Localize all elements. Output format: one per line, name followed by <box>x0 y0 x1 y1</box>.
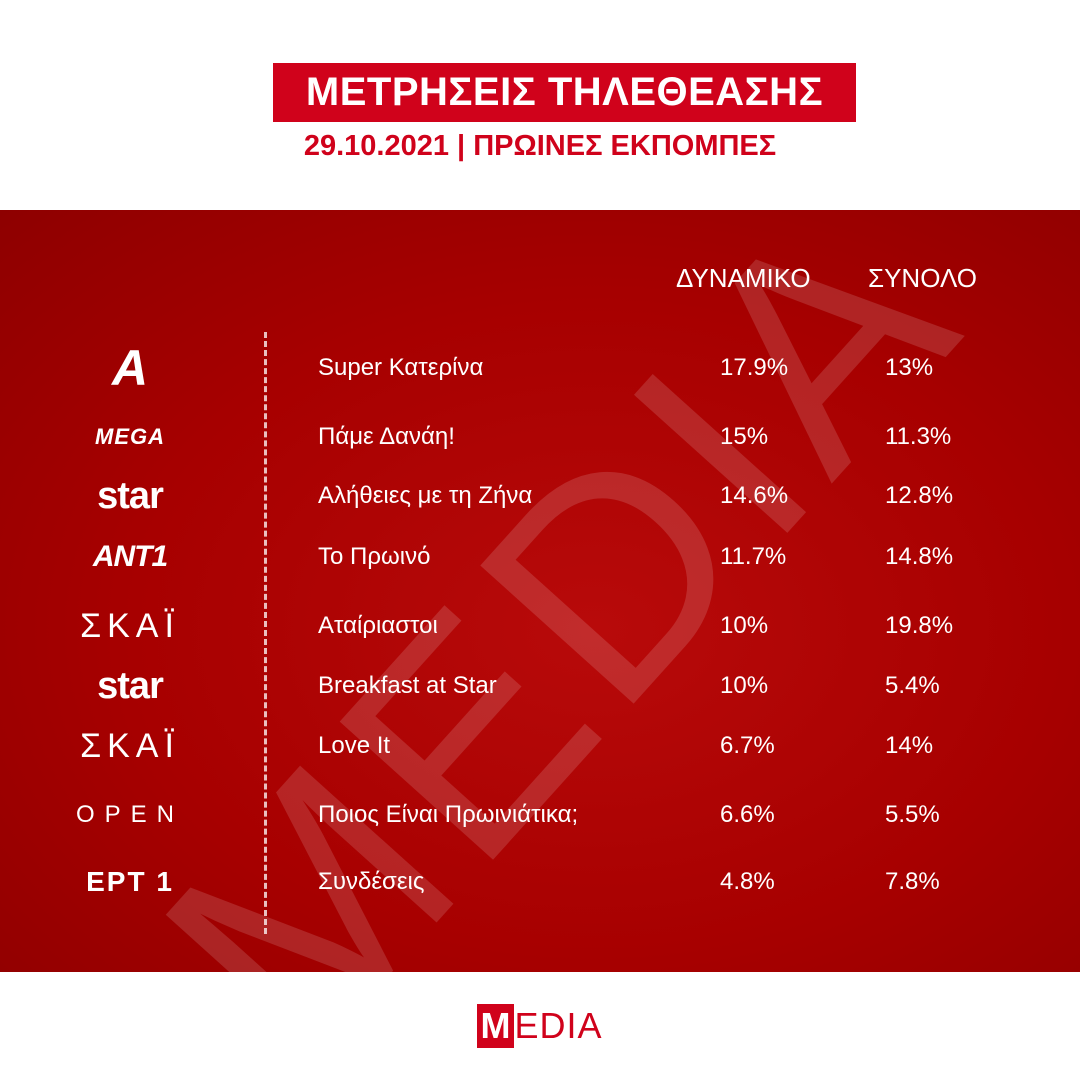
table-row: ΣΚΑΪ Love It 6.7% 14% <box>0 726 1080 766</box>
media-logo-text: EDIA <box>514 1005 603 1046</box>
total-value: 19.8% <box>885 612 954 639</box>
dynamic-value: 11.7% <box>720 543 787 570</box>
show-name: Super Κατερίνα <box>318 354 484 381</box>
show-name: Αταίριαστοι <box>318 612 438 639</box>
table-row: star Αλήθειες με τη Ζήνα 14.6% 12.8% <box>0 476 1080 516</box>
dashed-divider <box>264 332 267 934</box>
skai-logo-icon: ΣΚΑΪ <box>80 727 180 765</box>
table-row: ΕΡΤ 1 Συνδέσεις 4.8% 7.8% <box>0 862 1080 902</box>
total-value: 11.3% <box>885 423 952 450</box>
footer: MEDIA <box>0 972 1080 1080</box>
dynamic-value: 17.9% <box>720 354 789 381</box>
show-name: Ποιος Είναι Πρωινιάτικα; <box>318 801 579 828</box>
skai-logo-icon: ΣΚΑΪ <box>80 607 180 645</box>
page-subtitle: 29.10.2021 | ΠΡΩΙΝΕΣ ΕΚΠΟΜΠΕΣ <box>303 130 777 162</box>
total-value: 5.4% <box>885 672 940 699</box>
table-row: ANT1 Το Πρωινό 11.7% 14.8% <box>0 537 1080 577</box>
star-logo-icon: star <box>97 475 164 517</box>
show-name: Συνδέσεις <box>318 868 425 895</box>
total-value: 12.8% <box>885 482 954 509</box>
table-row: star Breakfast at Star 10% 5.4% <box>0 666 1080 706</box>
total-value: 13% <box>885 354 934 381</box>
dynamic-value: 14.6% <box>720 482 789 509</box>
page-title: ΜΕΤΡΗΣΕΙΣ ΤΗΛΕΘΕΑΣΗΣ <box>273 63 856 122</box>
column-header-dynamic: ΔΥΝΑΜΙΚΟ <box>676 263 811 293</box>
dynamic-value: 15% <box>720 423 769 450</box>
show-name: Πάμε Δανάη! <box>318 423 455 450</box>
media-logo: MEDIA <box>0 1002 1080 1050</box>
show-name: Το Πρωινό <box>318 543 431 570</box>
dynamic-value: 10% <box>720 672 769 699</box>
alpha-logo-icon: Α <box>111 340 149 396</box>
total-value: 5.5% <box>885 801 940 828</box>
table-row: Α Super Κατερίνα 17.9% 13% <box>0 340 1080 396</box>
open-logo-icon: OPEN <box>75 801 184 828</box>
total-value: 7.8% <box>885 868 940 895</box>
ratings-panel: MEDIA ΔΥΝΑΜΙΚΟ ΣΥΝΟΛΟ Α Super Κατερίνα 1… <box>0 210 1080 972</box>
table-row: ΣΚΑΪ Αταίριαστοι 10% 19.8% <box>0 606 1080 646</box>
table-row: OPEN Ποιος Είναι Πρωινιάτικα; 6.6% 5.5% <box>0 795 1080 835</box>
show-name: Breakfast at Star <box>318 672 497 699</box>
media-logo-mark: M <box>477 1004 515 1048</box>
dynamic-value: 10% <box>720 612 769 639</box>
total-value: 14% <box>885 732 934 759</box>
table-row: MEGA Πάμε Δανάη! 15% 11.3% <box>0 417 1080 457</box>
watermark: MEDIA <box>100 210 1020 972</box>
ert1-logo-icon: ΕΡΤ 1 <box>86 866 174 897</box>
show-name: Αλήθειες με τη Ζήνα <box>318 482 533 509</box>
dynamic-value: 6.6% <box>720 801 775 828</box>
star-logo-icon: star <box>97 665 164 707</box>
dynamic-value: 6.7% <box>720 732 775 759</box>
column-header-total: ΣΥΝΟΛΟ <box>868 263 977 293</box>
dynamic-value: 4.8% <box>720 868 775 895</box>
show-name: Love It <box>318 732 391 759</box>
total-value: 14.8% <box>885 543 954 570</box>
ant1-logo-icon: ANT1 <box>92 540 168 573</box>
header: ΜΕΤΡΗΣΕΙΣ ΤΗΛΕΘΕΑΣΗΣ 29.10.2021 | ΠΡΩΙΝΕ… <box>0 0 1080 210</box>
mega-logo-icon: MEGA <box>95 424 165 449</box>
